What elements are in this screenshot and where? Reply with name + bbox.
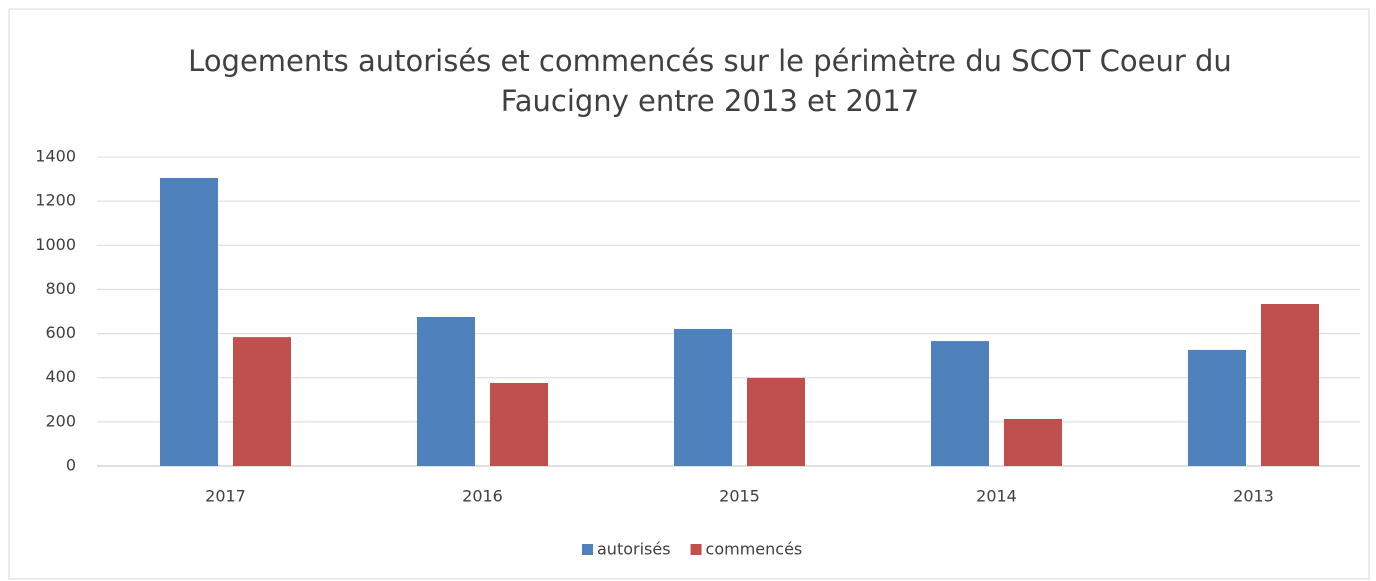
- x-tick-label: 2014: [976, 487, 1017, 506]
- bar: [1004, 418, 1062, 466]
- legend-label: commencés: [706, 540, 803, 559]
- y-tick-label: 0: [66, 456, 76, 475]
- x-tick-label: 2017: [205, 487, 246, 506]
- bar: [490, 383, 548, 466]
- chart-title: Logements autorisés et commencés sur le …: [188, 44, 1232, 78]
- chart-frame: [8, 8, 1370, 580]
- y-tick-label: 200: [45, 411, 76, 430]
- x-tick-label: 2016: [462, 487, 503, 506]
- bar: [674, 328, 732, 466]
- bar: [931, 341, 989, 466]
- legend-label: autorisés: [597, 540, 671, 559]
- bar: [747, 377, 805, 466]
- y-tick-label: 400: [45, 367, 76, 386]
- legend-swatch: [582, 544, 593, 555]
- x-tick-label: 2015: [719, 487, 760, 506]
- bar: [160, 177, 218, 467]
- bar: [1188, 349, 1246, 466]
- chart-title: Faucigny entre 2013 et 2017: [501, 84, 920, 118]
- y-tick-label: 800: [45, 279, 76, 298]
- y-tick-label: 1400: [35, 147, 76, 166]
- x-tick-label: 2013: [1233, 487, 1274, 506]
- y-tick-label: 1000: [35, 235, 76, 254]
- bar: [233, 337, 291, 466]
- y-tick-label: 1200: [35, 191, 76, 210]
- legend-swatch: [690, 544, 702, 555]
- y-tick-label: 600: [45, 323, 76, 342]
- bar: [417, 317, 475, 466]
- bar: [1261, 303, 1319, 466]
